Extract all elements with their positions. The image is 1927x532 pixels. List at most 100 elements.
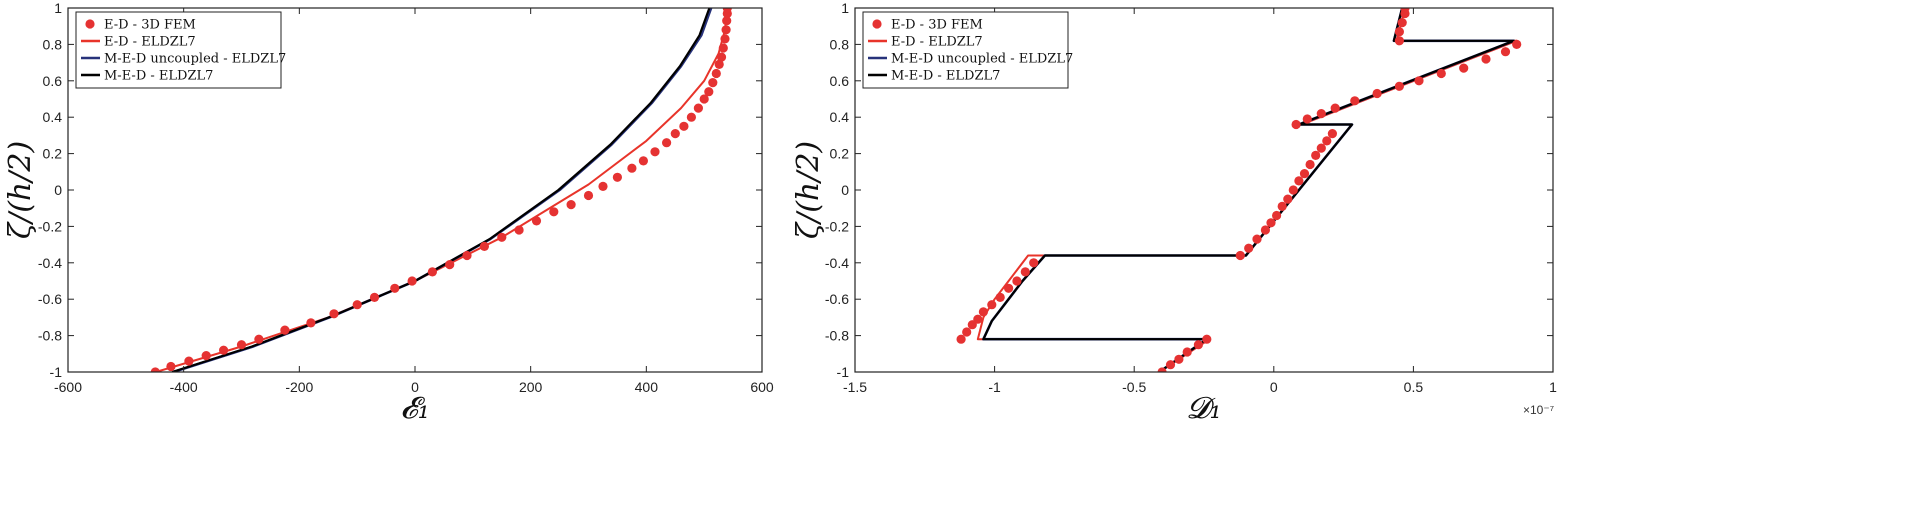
fem-marker [711,68,721,79]
fem-marker [1182,347,1192,357]
fem-marker [670,129,680,139]
fem-marker [1260,225,1270,235]
legend-label: M-E-D - ELDZL7 [104,69,213,84]
y-tick-label: -0.4 [38,255,62,271]
legend-label: E-D - 3D FEM [104,18,196,33]
fem-marker [462,250,472,261]
y-tick-label: 0 [54,182,62,198]
fem-marker [1322,136,1332,146]
fem-marker [1316,109,1326,119]
fem-marker [956,334,966,344]
fem-marker [1459,63,1469,73]
fem-marker [1397,18,1407,28]
y-tick-label: -0.6 [825,291,849,307]
fem-marker [1512,39,1522,50]
plot-area [150,8,732,372]
fem-marker [721,25,731,35]
fem-marker [1372,88,1382,99]
fem-marker [708,78,718,88]
fem-marker [1302,114,1312,124]
fem-marker [978,307,989,317]
y-tick-label: -0.2 [825,218,849,234]
fem-marker [720,34,730,44]
x-tick-label: 600 [750,379,774,395]
fem-marker [1202,334,1212,344]
y-tick-label: -0.2 [38,218,62,234]
fem-marker [995,292,1005,302]
legend-label: E-D - ELDZL7 [104,35,196,50]
y-tick-label: -1 [837,364,850,380]
chart-electric-field: -600 -400 -200 0 200 400 600 -1 -0.8 -0.6 -0.4 -0.2… [3,0,774,426]
fem-marker [987,300,997,310]
fem-marker [1299,169,1310,179]
fem-marker [1277,201,1287,211]
fem-marker [390,283,400,293]
legend: E-D - 3D FEM E-D - ELDZL7 M-E-D uncoupled … [862,11,1073,89]
fem-marker [407,276,417,286]
fem-marker [699,94,709,104]
fem-marker [679,121,689,131]
fem-marker [566,200,576,210]
fem-marker [1252,234,1262,244]
fem-marker [1283,194,1293,204]
fem-marker [150,367,160,372]
fem-marker [612,172,623,182]
fem-marker [1330,103,1340,113]
fem-marker [1235,250,1245,261]
legend-label: M-E-D - ELDZL7 [891,69,1000,84]
x-tick-label: -0.5 [1122,379,1146,395]
fem-marker [1020,267,1030,277]
x-tick-label: -600 [54,379,82,395]
y-tick-label: -1 [50,364,63,380]
fem-marker [1305,159,1315,170]
fem-marker [1316,143,1326,153]
fem-marker [1311,150,1321,160]
chart-electric-displacement: -1.5 -1 -0.5 0 0.5 1-1-0.8-0.6-0.4-0.200.20.4… [791,0,1557,426]
legend-box [75,11,282,89]
fem-marker [549,207,559,217]
y-tick-label: -0.6 [38,291,62,307]
fem-marker [1165,360,1176,370]
y-tick-label: 0.4 [43,109,63,125]
legend-marker [85,19,95,29]
y-tick-label: 0.6 [43,73,63,89]
y-axis-label: ζ/(h/2) [791,141,826,239]
fem-marker [1266,218,1276,228]
fem-marker [583,190,594,201]
fem-marker [1500,47,1511,57]
x-tick-label: 1 [1549,379,1557,395]
fem-marker [329,309,339,319]
fem-marker [306,318,316,328]
fem-marker [1350,96,1360,106]
legend-label: E-D - 3D FEM [891,18,983,33]
y-tick-label: 0.8 [43,36,63,52]
fem-marker [1291,119,1301,130]
fem-marker [497,232,507,242]
legend-box [862,11,1069,89]
y-tick-label: -0.8 [825,328,849,344]
fem-marker [704,87,714,97]
fem-marker [627,163,637,173]
series-line-3 [171,8,711,372]
x-axis-label: 𝓔₁ [400,391,429,426]
fem-marker [1174,354,1184,364]
fem-marker [662,138,672,148]
x-tick-label: 200 [519,379,543,395]
x-axis-multiplier: ×10⁻⁷ [1523,403,1554,417]
fem-marker [1272,210,1282,221]
fem-marker [531,216,542,226]
fem-marker [514,225,524,235]
plot-area [956,8,1522,372]
fem-marker [219,345,229,355]
y-tick-label: -0.4 [825,255,849,271]
y-tick-label: 1 [54,0,62,16]
fem-marker [598,181,608,191]
legend-label: M-E-D uncoupled - ELDZL7 [891,52,1073,67]
fem-marker [352,300,362,310]
fem-marker [1193,340,1203,350]
fem-marker [1394,27,1404,37]
fem-marker [1327,129,1337,139]
fem-marker [973,314,983,324]
x-axis-label: 𝓓₁ [1186,391,1221,426]
